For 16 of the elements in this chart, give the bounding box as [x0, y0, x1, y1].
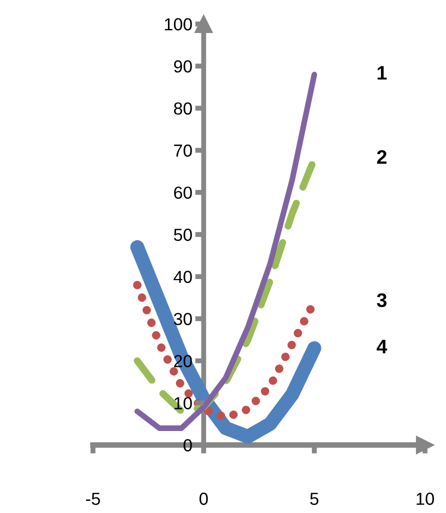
text: 3 — [376, 293, 387, 308]
y-tick-label: 60 — [174, 186, 192, 199]
y-tick-label: 50 — [174, 228, 192, 241]
x-tick-label: 0 — [200, 492, 208, 505]
y-tick-label: 90 — [174, 60, 192, 73]
x-tick-label: -5 — [86, 492, 100, 505]
text: 2 — [377, 150, 386, 164]
x-tick-label: 5 — [310, 492, 318, 505]
y-tick-label: 80 — [174, 102, 192, 115]
y-tick-label: 100 — [164, 18, 192, 30]
text: 1 — [378, 66, 387, 80]
x-tick-label: 10 — [416, 492, 434, 505]
y-tick-label: 30 — [174, 312, 192, 326]
text: 4 — [376, 340, 388, 354]
y-tick-label: 70 — [174, 144, 192, 157]
y-tick-label: 40 — [174, 270, 192, 284]
